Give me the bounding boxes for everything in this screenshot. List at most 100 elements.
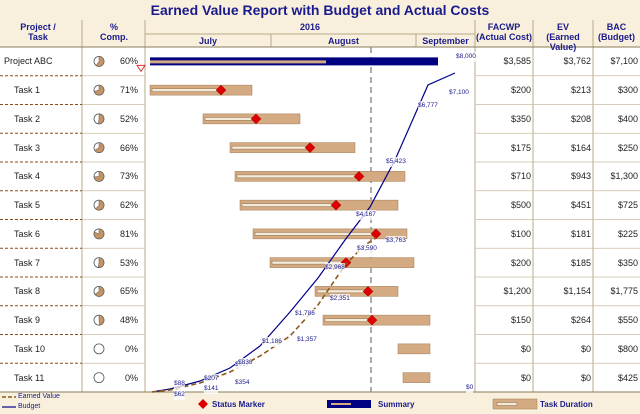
- ev-value: $213: [570, 85, 591, 96]
- legend-budget-label: Budget: [18, 403, 41, 410]
- status-marker: [304, 142, 316, 153]
- ev-point-label: $207: [204, 374, 219, 384]
- month-september: September: [422, 36, 469, 46]
- ev-value: $3,762: [563, 56, 591, 67]
- status-marker: [215, 84, 227, 96]
- completion-pie-fill: [93, 228, 105, 240]
- bac-value: $725: [617, 200, 638, 211]
- task-name: Task 3: [14, 142, 41, 153]
- completion-pie-fill: [98, 113, 105, 125]
- task-name: Task 8: [14, 286, 41, 297]
- completion-pie: [93, 343, 105, 355]
- task-name: Task 11: [14, 372, 45, 383]
- task-name: Task 6: [14, 228, 41, 239]
- percent-complete: 0%: [124, 343, 138, 354]
- facwp-value: $200: [510, 85, 531, 96]
- ev-value: $0: [580, 372, 591, 383]
- bac-value: $1,300: [610, 171, 638, 182]
- bac-value: $7,100: [610, 56, 638, 67]
- ev-value: $451: [570, 200, 591, 211]
- legend-status-marker-swatch: [198, 399, 208, 409]
- completion-pie-fill: [98, 314, 105, 326]
- completion-pie-fill: [93, 84, 105, 96]
- task-progress-bar: [204, 117, 257, 121]
- percent-complete: 0%: [124, 372, 138, 383]
- completion-pie-fill: [95, 199, 105, 211]
- facwp-value: $1,200: [503, 286, 531, 297]
- axis-min-label: $0: [466, 383, 474, 393]
- task-duration-bar: [397, 343, 431, 355]
- bac-value: $225: [617, 228, 638, 239]
- budget-point-label: $141: [204, 384, 219, 394]
- legend-band: [0, 392, 640, 414]
- percent-complete: 48%: [119, 315, 138, 326]
- legend-earned-value-label: Earned Value: [18, 393, 60, 400]
- status-marker: [330, 199, 342, 211]
- status-marker: [366, 314, 378, 326]
- task-rows: [93, 55, 438, 384]
- facwp-value: $0: [520, 343, 531, 354]
- task-progress-bar: [236, 174, 360, 179]
- percent-complete: 65%: [119, 286, 138, 297]
- budget-point-label: $62: [174, 390, 185, 400]
- percent-complete: 53%: [119, 257, 138, 268]
- bac-value: $400: [617, 113, 638, 124]
- ev-value: $181: [570, 228, 591, 239]
- task-progress-bar: [241, 203, 337, 207]
- project-baseline-marker: [136, 64, 146, 73]
- legend-graphics: [2, 396, 538, 410]
- facwp-value: $3,585: [503, 56, 531, 67]
- task-progress-bar: [231, 145, 311, 150]
- ev-point-label: $88: [174, 379, 185, 389]
- status-marker: [353, 171, 365, 182]
- ev-point-label: $838: [238, 358, 253, 368]
- task-name: Task 1: [14, 85, 41, 96]
- task-progress-bar: [254, 232, 377, 236]
- budget-point-label: $7,100: [449, 88, 469, 98]
- header-year: 2016: [299, 22, 321, 32]
- ev-point-label: $2,351: [330, 294, 350, 304]
- task-name: Task 10: [14, 343, 46, 354]
- task-name: Task 9: [14, 315, 41, 326]
- bac-value: $1,775: [610, 286, 638, 297]
- task-name: Task 2: [14, 113, 41, 124]
- facwp-value: $350: [510, 113, 531, 124]
- ev-value: $943: [570, 171, 591, 182]
- facwp-value: $100: [510, 228, 531, 239]
- facwp-value: $200: [510, 257, 531, 268]
- bac-value: $550: [617, 315, 638, 326]
- month-august: August: [328, 36, 359, 46]
- header-task: Project / Task: [20, 22, 56, 42]
- ev-point-label: $3,590: [357, 244, 377, 254]
- completion-pie-fill: [93, 171, 105, 182]
- budget-point-label: $1,786: [295, 309, 315, 319]
- percent-complete: 52%: [119, 113, 138, 124]
- task-name: Task 5: [14, 200, 41, 211]
- facwp-value: $175: [510, 142, 531, 153]
- legend-task-duration-label: Task Duration: [540, 400, 593, 409]
- task-progress-bar: [316, 289, 369, 294]
- percent-complete: 62%: [119, 200, 138, 211]
- bac-value: $425: [617, 372, 638, 383]
- status-marker: [250, 113, 262, 125]
- budget-point-label: $1,186: [262, 337, 282, 347]
- completion-pie-fill: [94, 286, 105, 297]
- month-july: July: [198, 36, 217, 46]
- ev-point-label: $1,357: [297, 335, 317, 345]
- budget-point-label: $8,000: [456, 52, 476, 62]
- legend-summary-label: Summary: [378, 400, 415, 409]
- task-progress-bar: [151, 88, 222, 92]
- budget-curve: [151, 72, 456, 393]
- header-bac: BAC (Budget): [598, 22, 635, 42]
- task-name: Task 4: [14, 171, 41, 182]
- header-facwp: FACWP (Actual Cost): [476, 22, 532, 42]
- task-progress-bar: [324, 318, 373, 322]
- bac-value: $800: [617, 343, 638, 354]
- legend-status-marker-label: Status Marker: [212, 400, 265, 409]
- report-title: Earned Value Report with Budget and Actu…: [150, 2, 490, 18]
- facwp-value: $0: [520, 372, 531, 383]
- facwp-value: $500: [510, 200, 531, 211]
- ev-value: $0: [580, 343, 591, 354]
